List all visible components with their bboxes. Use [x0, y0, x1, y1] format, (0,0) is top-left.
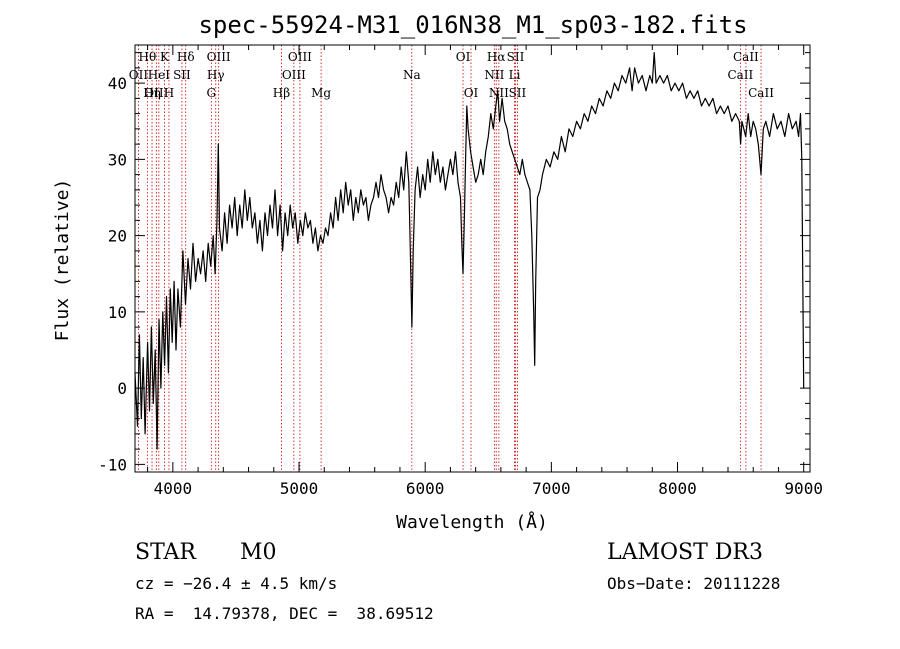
x-tick-label: 6000 — [406, 479, 445, 498]
marker-label-0: Hθ — [139, 50, 157, 64]
observation-date: Obs−Date: 20111228 — [607, 574, 781, 593]
x-tick-label: 9000 — [784, 479, 823, 498]
plot-frame — [134, 44, 811, 473]
marker-label-14: Hβ — [273, 86, 290, 100]
redshift-velocity: cz = −26.4 ± 4.5 km/s — [135, 574, 338, 593]
spectrum-series — [134, 51, 805, 450]
marker-label-4: HeI — [148, 68, 171, 82]
marker-label-26: CaII — [727, 68, 753, 82]
line-marker-lines — [138, 45, 762, 472]
x-tick-label: 8000 — [658, 479, 697, 498]
x-tick-label: 5000 — [280, 479, 319, 498]
y-tick-label: 30 — [108, 150, 127, 169]
marker-label-11: G — [207, 86, 217, 100]
x-axis-label: Wavelength (Å) — [396, 511, 548, 533]
marker-label-8: Hδ — [177, 50, 195, 64]
marker-label-25: CaII — [733, 50, 759, 64]
marker-label-16: Na — [403, 68, 421, 82]
marker-label-23: NII — [489, 86, 509, 100]
y-tick-label: -10 — [98, 455, 127, 474]
marker-label-22: Li — [509, 68, 521, 82]
marker-label-1: OII — [129, 68, 149, 82]
marker-label-19: Hα — [487, 50, 506, 64]
marker-label-18: OI — [464, 86, 479, 100]
x-tick-label: 7000 — [532, 479, 571, 498]
y-tick-label: 10 — [108, 303, 127, 322]
y-tick-label: 0 — [117, 379, 127, 398]
y-tick-label: 40 — [108, 74, 127, 93]
marker-label-24: SII — [509, 86, 527, 100]
marker-label-10: Hγ — [207, 68, 225, 82]
marker-label-6: SII — [173, 68, 191, 82]
object-class: STAR — [135, 540, 196, 565]
x-axis-ticks: 4000 5000 6000 7000 8000 9000 — [147, 45, 823, 498]
line-marker-labels: Hθ OII OIII K HeI Hη SII H Hδ OIII Hγ G OIII OIII Hβ Mg… — [129, 50, 774, 100]
marker-label-9: OIII — [207, 50, 231, 64]
chart-title: spec-55924-M31_016N38_M1_sp03-182.fits — [198, 11, 747, 39]
x-tick-label: 4000 — [154, 479, 193, 498]
marker-label-5: Hη — [143, 86, 161, 100]
spectrum-line — [134, 51, 805, 450]
marker-label-12: OIII — [288, 50, 312, 64]
marker-label-20: SII — [507, 50, 525, 64]
marker-label-13: OIII — [282, 68, 306, 82]
marker-label-21: NII — [484, 68, 504, 82]
marker-label-7: H — [164, 86, 174, 100]
object-subclass: M0 — [240, 540, 277, 565]
y-tick-label: 20 — [108, 227, 127, 246]
marker-label-15: Mg — [311, 86, 331, 100]
y-axis-label: Flux (relative) — [52, 179, 73, 342]
marker-label-2: OIII — [144, 86, 168, 100]
marker-label-17: OI — [456, 50, 471, 64]
y-axis-ticks: -10 0 10 20 30 40 — [98, 52, 810, 474]
marker-label-27: CaII — [748, 86, 774, 100]
marker-label-3: K — [160, 50, 170, 64]
survey-name: LAMOST DR3 — [607, 540, 763, 565]
coordinates: RA = 14.79378, DEC = 38.69512 — [135, 604, 434, 623]
